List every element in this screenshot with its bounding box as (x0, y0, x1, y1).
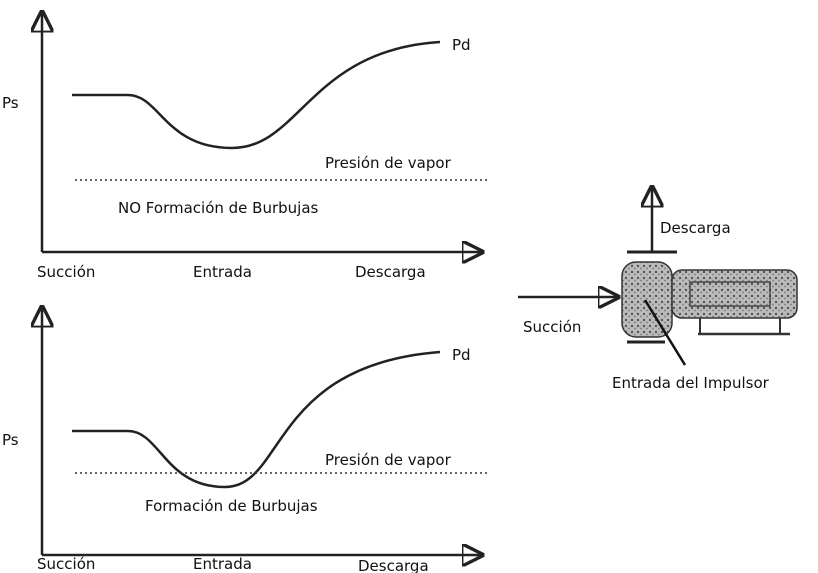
vapor-label: Presión de vapor (325, 154, 452, 172)
pointer (643, 299, 687, 366)
bottom-diagram: Pd Ps Presión de vapor Formación de Burb… (2, 307, 488, 573)
vapor-label: Presión de vapor (325, 451, 452, 469)
pump-casing (621, 261, 673, 338)
note: Formación de Burbujas (145, 497, 318, 515)
motor-panel (689, 281, 771, 307)
top-diagram: Pd Ps Presión de vapor NO Formación de B… (2, 12, 488, 281)
x-label: Entrada (193, 263, 252, 281)
ps-label: Ps (2, 94, 19, 112)
pd-label: Pd (452, 346, 471, 364)
x-label: Entrada (193, 555, 252, 573)
x-label: Succión (37, 263, 95, 281)
note: NO Formación de Burbujas (118, 199, 319, 217)
ps-label: Ps (2, 431, 19, 449)
x-label: Succión (37, 555, 95, 573)
discharge-label: Descarga (660, 219, 731, 237)
pd-label: Pd (452, 36, 471, 54)
pressure-curve (72, 40, 441, 150)
x-label: Descarga (355, 263, 426, 281)
suction-label: Succión (523, 318, 581, 336)
x-label: Descarga (358, 557, 429, 573)
pressure-curve (72, 350, 441, 489)
pump-diagram: Descarga Succión Entrada del Impulsor (518, 187, 798, 392)
impeller-label: Entrada del Impulsor (612, 374, 770, 392)
